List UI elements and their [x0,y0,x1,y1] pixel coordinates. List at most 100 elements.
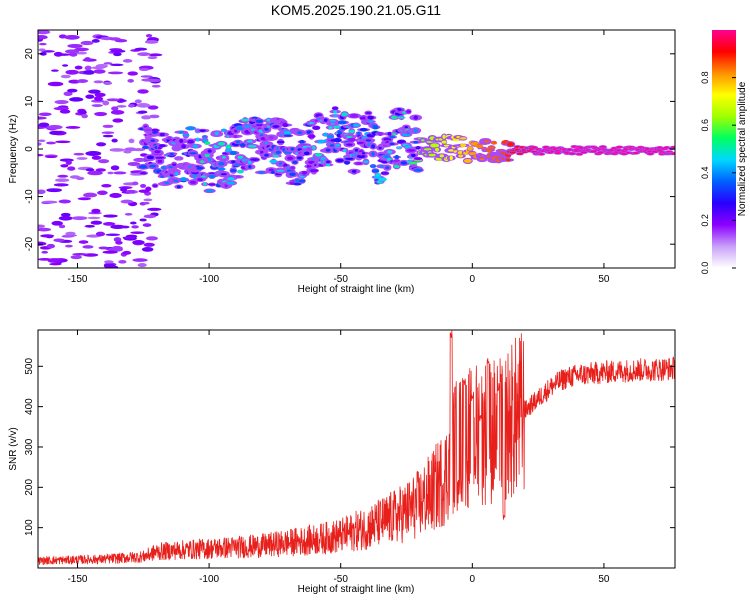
spectrogram-noise-blob [94,92,106,97]
spectrogram-noise-blob [84,65,92,71]
colorbar: 0.0 0.2 0.4 0.6 0.8 Normalized spectral ampl… [700,30,748,274]
x-tick-label: 50 [598,274,610,285]
spectrogram-noise-blob [74,47,89,52]
spectrogram-cell [266,118,272,122]
spectrogram-cell [475,144,484,149]
spectrogram-cell [297,131,303,135]
spectrogram-noise-blob [72,253,88,256]
spectrogram-noise-blob [141,115,152,120]
spectrogram-noise-blob [107,171,114,175]
spectrogram-cell [371,144,375,149]
spectrogram-cell [151,128,159,133]
spectrogram-cell [290,147,295,151]
spectrogram-noise-blob [64,34,80,40]
spectrogram-noise-blob [101,183,112,188]
spectrogram-cell [139,171,147,175]
spectrogram-cell [286,156,294,160]
spectrogram-noise-blob [96,190,108,196]
spectrogram-noise-blob [38,241,47,246]
spectrogram-cell [199,129,206,132]
spectrogram-noise-blob [80,40,94,46]
spectrogram-cell [202,138,208,143]
colorbar-tick-label: 0.6 [700,119,710,132]
spectrogram-cell [576,153,583,156]
spectrogram-cell [333,109,337,114]
spectrogram-cell [359,127,368,132]
spectrogram-noise-blob [65,126,81,129]
spectrogram-noise-blob [76,157,88,160]
spectrogram-noise-blob [38,48,46,52]
spectrogram-noise-blob [51,220,63,226]
spectrogram-noise-blob [71,216,88,221]
spectrogram-cell [323,118,328,122]
spectrogram-noise-blob [102,100,110,106]
spectrogram-noise-blob [151,84,161,88]
spectrogram-cell [413,157,423,160]
spectrogram-noise-blob [56,53,71,56]
spectrogram-noise-blob [85,94,95,99]
x-tick-label: 0 [470,274,476,285]
spectrogram-cell [196,137,200,142]
spectrogram-cell [243,125,252,128]
spectrogram-cell [531,146,538,149]
spectrogram-cell [217,141,226,146]
spectrogram-cell [258,171,266,174]
spectrogram-cell [296,156,303,160]
spectrogram-cell [400,161,408,165]
spectrogram-cell [345,157,354,161]
spectrogram-cell [312,145,316,150]
spectrogram-cell [186,126,195,131]
spectrogram-cell [554,152,561,155]
y-tick-label: -20 [24,237,35,252]
spectrogram-cell [371,169,380,173]
y-tick-label: 100 [24,519,35,536]
spectrogram-noise-blob [58,224,66,229]
spectrogram-noise-blob [38,189,46,195]
spectrogram-noise-blob [67,166,76,171]
spectrogram-cell [357,131,361,136]
x-tick-label: -150 [67,574,87,585]
spectrogram-noise-blob [109,37,121,41]
spectrogram-y-label: Frequency (Hz) [8,115,19,184]
spectrogram-cell [187,139,194,144]
spectrogram-noise-blob [104,260,114,264]
spectrogram-noise-blob [87,216,101,220]
spectrogram-noise-blob [134,47,148,51]
spectrogram-cell [346,143,353,146]
spectrogram-noise-blob [123,149,132,154]
spectrogram-cell [306,130,312,135]
spectrogram-cell [179,139,184,143]
y-tick-label: 500 [24,358,35,375]
spectrogram-cell [272,125,280,128]
spectrogram-noise-blob [93,80,104,84]
spectrogram-noise-blob [84,224,96,228]
spectrogram-noise-blob [130,231,145,235]
spectrogram-noise-blob [111,106,119,111]
spectrogram-noise-blob [137,262,147,268]
spectrogram-cell [423,148,432,151]
spectrogram-noise-blob [136,103,151,108]
spectrogram-cell [326,134,334,139]
colorbar-tick-label: 0.8 [700,71,710,84]
spectrogram-noise-blob [124,213,133,216]
spectrogram-cell [467,146,473,151]
spectrogram-noise-blob [110,63,124,67]
snr-frame [37,329,676,569]
colorbar-tick-label: 0.0 [700,262,710,275]
spectrogram-noise-blob [143,214,157,219]
spectrogram-noise-blob [38,116,47,120]
spectrogram-cell [197,178,204,182]
spectrogram-noise-blob [109,192,122,198]
spectrogram-cell [174,172,179,176]
spectrogram-cell [367,115,374,120]
spectrogram-noise-blob [145,236,158,241]
spectrogram-noise-blob [120,199,134,204]
spectrogram-cell [368,120,374,123]
x-tick-label: -50 [333,574,348,585]
spectrogram-noise-blob [132,240,145,245]
spectrogram-noise-blob [58,199,71,204]
spectrogram-noise-blob [90,220,103,225]
spectrogram-cell [298,179,306,183]
spectrogram-noise-blob [55,140,71,144]
